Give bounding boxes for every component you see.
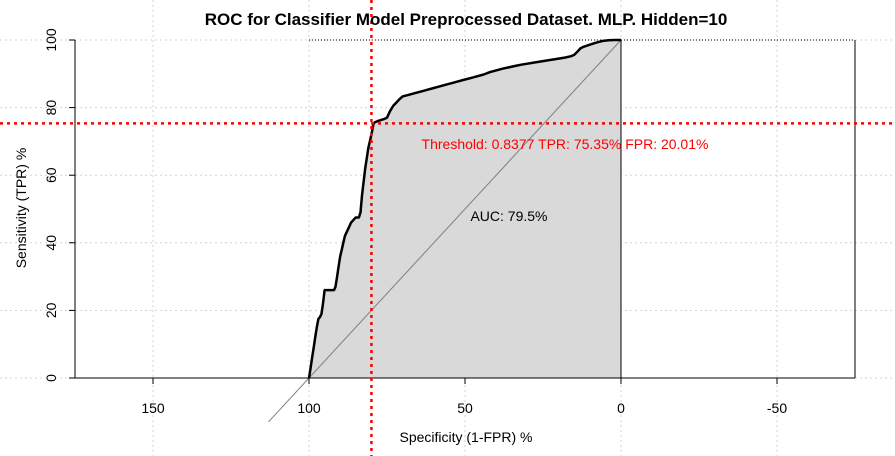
chance-diagonal: [268, 39, 622, 423]
y-tick-label: 80: [43, 100, 59, 116]
threshold-label: Threshold: 0.8377 TPR: 75.35% FPR: 20.01…: [422, 136, 709, 152]
y-tick-label: 100: [43, 28, 59, 52]
x-tick-label: 100: [297, 400, 321, 416]
roc-curve: [307, 38, 621, 379]
y-tick-label: 20: [43, 302, 59, 318]
y-tick-label: 0: [43, 374, 59, 382]
x-tick-label: 150: [141, 400, 165, 416]
y-tick-label: 60: [43, 167, 59, 183]
x-tick-label: 50: [457, 400, 473, 416]
y-axis: 0 20 40 60 80 100: [43, 28, 75, 382]
x-tick-label: 0: [617, 400, 625, 416]
x-axis-title: Specificity (1-FPR) %: [399, 429, 532, 445]
x-axis: 150 100 50 0 -50: [141, 378, 787, 416]
chart-title: ROC for Classifier Model Preprocessed Da…: [205, 10, 728, 29]
x-tick-label: -50: [767, 400, 787, 416]
y-axis-title: Sensitivity (TPR) %: [13, 148, 29, 269]
auc-label: AUC: 79.5%: [470, 208, 547, 224]
y-tick-label: 40: [43, 235, 59, 251]
